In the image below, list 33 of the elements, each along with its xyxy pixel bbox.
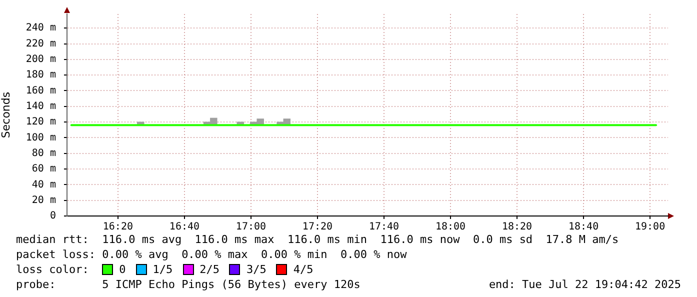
y-tick-label: 180 m bbox=[26, 70, 56, 81]
x-tick-label: 18:20 bbox=[502, 222, 532, 233]
y-tick-label: 80 m bbox=[32, 148, 56, 159]
y-tick-label: 120 m bbox=[26, 116, 56, 128]
text: probe: 5 ICMP Echo Pings (56 Bytes) every 120s bbox=[16, 277, 360, 292]
x-tick-label: 18:40 bbox=[568, 222, 599, 233]
x-tick-label: 17:40 bbox=[368, 222, 400, 233]
x-tick-label: 18:00 bbox=[435, 222, 466, 233]
text: median rtt: 116.0 ms avg 116.0 ms max 116.0 ms min 116.0 ms now 0.0 ms sd 17.8 M am/s bbox=[16, 232, 620, 247]
y-tick-label: 60 m bbox=[32, 164, 56, 175]
y-tick-label: 100 m bbox=[26, 132, 56, 144]
y-tick-label: 0 bbox=[50, 210, 56, 222]
x-tick-label: 16:40 bbox=[169, 222, 200, 233]
x-tick-label: 17:00 bbox=[236, 222, 266, 233]
y-tick-label: 200 m bbox=[26, 54, 56, 66]
legend-label: 2/5 bbox=[200, 262, 220, 277]
text: packet loss: 0.00 % avg 0.00 % max 0.00 % min 0.00 % now bbox=[16, 247, 408, 262]
legend-title: loss color: bbox=[16, 262, 90, 277]
y-tick-label: 240 m bbox=[26, 22, 56, 34]
legend-label: 3/5 bbox=[246, 262, 266, 277]
text: end: Tue Jul 22 19:04:42 2025 bbox=[488, 277, 681, 292]
y-axis-title: Seconds bbox=[0, 92, 12, 138]
y-tick-label: 20 m bbox=[32, 194, 56, 206]
legend-label: 4/5 bbox=[293, 262, 314, 277]
x-tick-label: 17:20 bbox=[302, 222, 333, 233]
y-tick-label: 140 m bbox=[26, 100, 56, 112]
x-tick-label: 19:00 bbox=[634, 222, 666, 233]
legend-label: 1/5 bbox=[152, 262, 173, 277]
legend-label: 0 bbox=[119, 262, 126, 277]
y-tick-label: 40 m bbox=[32, 179, 56, 190]
x-tick-label: 16:20 bbox=[102, 222, 133, 233]
y-tick-label: 160 m bbox=[26, 85, 56, 96]
y-tick-label: 220 m bbox=[26, 38, 56, 50]
